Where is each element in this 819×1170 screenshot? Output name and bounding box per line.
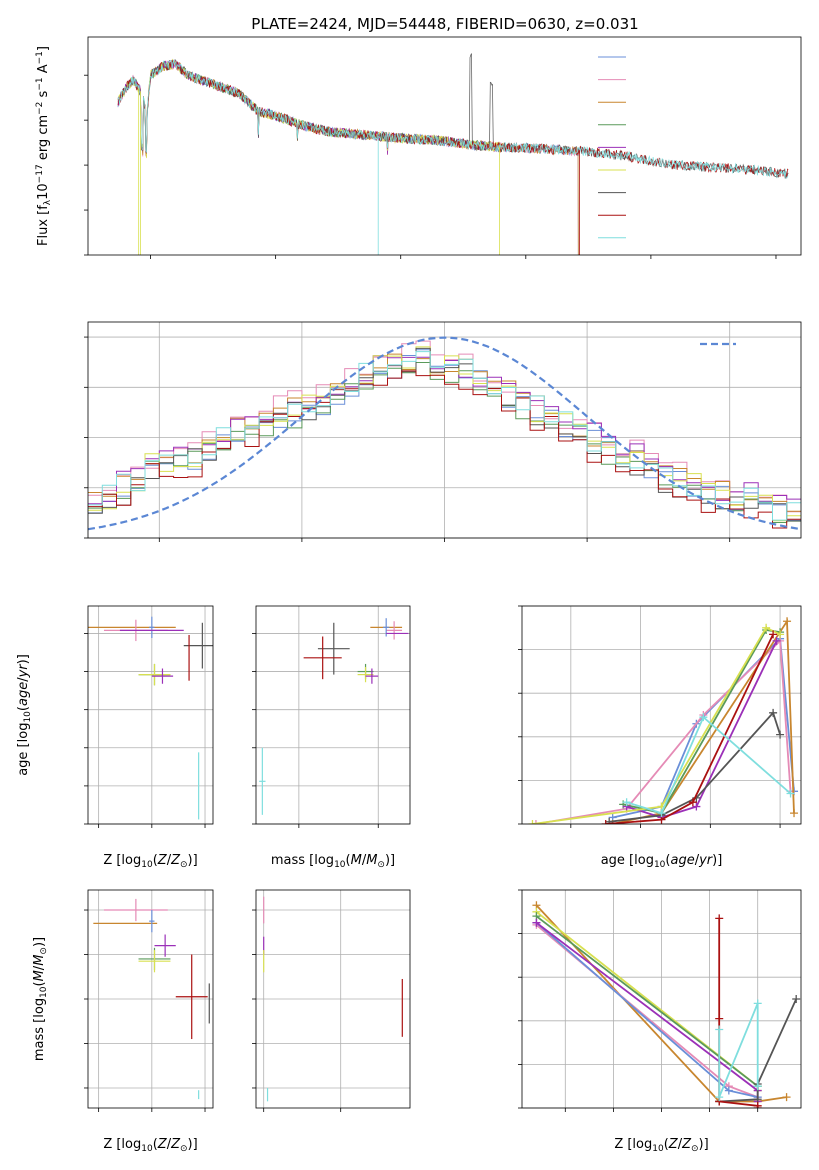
weight-marker: [715, 1025, 724, 1034]
spectrum-line: [117, 60, 579, 255]
weight-line: [626, 715, 792, 815]
weight-marker: [601, 820, 610, 824]
weight-marker: [790, 809, 799, 818]
spectrum-line: [117, 53, 789, 179]
weight-marker: [622, 798, 631, 807]
spectrum-line: [117, 59, 789, 179]
weight-marker: [769, 708, 778, 717]
plot-area: [528, 617, 799, 824]
weight-line: [535, 638, 792, 824]
axes-frame: [87, 321, 802, 539]
spectrum-line: [117, 60, 579, 255]
weight-line: [718, 918, 759, 1108]
weight-marker: [782, 1093, 791, 1102]
weight-marker: [692, 802, 701, 811]
x-axis-label: Z [log10(Z/Z⊙)]: [614, 1137, 708, 1154]
plot-area: [117, 53, 789, 255]
axes-frame: [87, 36, 802, 256]
weight-line: [626, 640, 778, 819]
spectrum-line: [117, 59, 789, 179]
weight-line: [718, 1003, 759, 1098]
figure-title: PLATE=2424, MJD=54448, FIBERID=0630, z=0…: [251, 15, 638, 33]
axes-weight-vs-Z: Z [log10(Z/Z⊙)]: [518, 889, 802, 1154]
axes-age-vs-mass: mass [log10(M/M⊙)]: [252, 605, 411, 870]
weight-marker: [724, 1086, 733, 1095]
y-axis-label: mass [log10(M/M⊙)]: [32, 937, 49, 1061]
y-axis-label: age [log10(age/yr)]: [16, 654, 33, 776]
axes-residuals: [84, 321, 802, 542]
axes-spectrum: Flux [fλ10−17 erg cm−2 s−1 A−1]: [35, 36, 802, 259]
spectrum-line: [117, 58, 579, 255]
weight-marker: [688, 798, 697, 807]
plot-area: [263, 896, 403, 1102]
gridlines: [256, 606, 410, 825]
weight-marker: [783, 617, 792, 626]
plot-area: [532, 901, 801, 1108]
weight-marker: [531, 820, 540, 824]
weight-marker: [769, 630, 778, 639]
y-axis-label: Flux [fλ10−17 erg cm−2 s−1 A−1]: [35, 46, 53, 246]
plot-area: [259, 618, 409, 815]
gridlines: [256, 890, 410, 1108]
plot-area: [88, 336, 801, 531]
weight-marker: [776, 630, 785, 639]
axes-weight-vs-age: age [log10(age/yr)]: [518, 605, 802, 870]
axes-mass-vs-ebv: [252, 889, 411, 1112]
axes-mass-vs-Z: Z [log10(Z/Z⊙)] mass [log10(M/M⊙)]: [32, 889, 214, 1154]
legend: [598, 56, 626, 239]
gaussian-curve: [88, 336, 801, 531]
x-axis-label: Z [log10(Z/Z⊙)]: [103, 1137, 197, 1154]
axes-frame: [87, 889, 214, 1109]
axes-frame: [87, 605, 214, 825]
weight-marker: [715, 914, 724, 923]
weight-marker: [715, 1014, 724, 1023]
weight-line: [532, 626, 781, 824]
axes-age-vs-Z: Z [log10(Z/Z⊙)] age [log10(age/yr)]: [16, 605, 214, 870]
axes-frame: [255, 605, 411, 825]
x-axis-label: mass [log10(M/M⊙)]: [271, 853, 395, 870]
axes-frame: [521, 889, 802, 1109]
gridlines: [88, 890, 213, 1108]
weight-marker: [528, 820, 537, 824]
weight-marker: [605, 817, 614, 824]
weight-marker: [532, 918, 541, 927]
histogram-step: [88, 370, 801, 529]
axes-frame: [255, 889, 411, 1109]
weight-line: [535, 921, 759, 1102]
weight-marker: [657, 809, 666, 818]
x-axis-label: Z [log10(Z/Z⊙)]: [103, 853, 197, 870]
plot-area: [88, 616, 213, 820]
weight-marker: [699, 713, 708, 722]
weight-marker: [772, 636, 781, 645]
weight-marker: [753, 1082, 762, 1091]
weight-line: [719, 998, 798, 1103]
weight-line: [605, 633, 774, 824]
weight-marker: [786, 789, 795, 798]
axes-frame: [521, 605, 802, 825]
gridlines: [88, 606, 213, 825]
weight-line: [535, 915, 759, 1087]
weight-marker: [715, 1093, 724, 1102]
weight-marker: [753, 999, 762, 1008]
weight-marker: [762, 623, 771, 632]
weight-marker: [753, 1104, 762, 1108]
gridlines: [522, 889, 801, 1109]
weight-marker: [776, 730, 785, 739]
x-axis-label: age [log10(age/yr)]: [601, 853, 723, 870]
weight-marker: [792, 995, 801, 1003]
plot-area: [93, 898, 210, 1100]
